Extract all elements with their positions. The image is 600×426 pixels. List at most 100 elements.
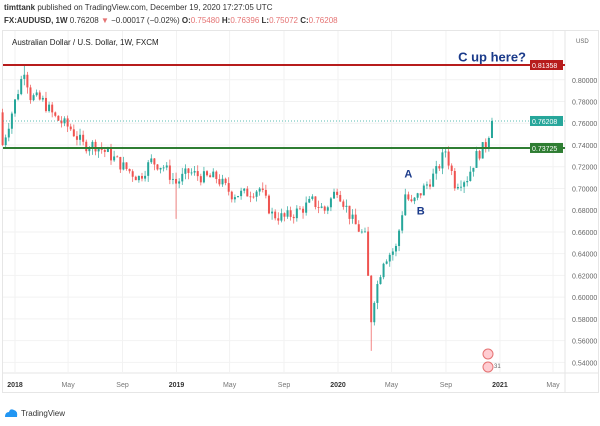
candle-body bbox=[26, 74, 29, 88]
candle-body bbox=[277, 218, 280, 221]
chart-frame[interactable] bbox=[2, 30, 599, 393]
candle-body bbox=[199, 176, 202, 183]
candle-body bbox=[444, 151, 447, 153]
candle-body bbox=[1, 112, 4, 146]
candle-body bbox=[224, 178, 227, 184]
candle-body bbox=[190, 172, 193, 174]
candle-body bbox=[360, 231, 363, 233]
candle-body bbox=[271, 211, 274, 214]
candle-body bbox=[302, 208, 305, 213]
candle-body bbox=[202, 171, 205, 183]
candle-body bbox=[367, 231, 370, 276]
candle-body bbox=[63, 118, 66, 124]
candle-body bbox=[298, 208, 301, 210]
candle-body bbox=[119, 156, 122, 170]
candle-body bbox=[289, 210, 292, 217]
candle-body bbox=[456, 187, 459, 189]
x-tick-label: May bbox=[385, 382, 399, 389]
candle-body bbox=[416, 193, 419, 198]
candle-body bbox=[171, 178, 174, 180]
candle-body bbox=[382, 263, 385, 278]
candle-body bbox=[435, 166, 438, 174]
candle-body bbox=[487, 137, 490, 149]
candle-body bbox=[230, 191, 233, 200]
candle-body bbox=[14, 99, 16, 114]
candle-body bbox=[162, 167, 165, 169]
candle-body bbox=[401, 215, 404, 231]
change: −0.00017 (−0.02%) bbox=[111, 16, 180, 25]
candle-body bbox=[363, 231, 366, 233]
candle-body bbox=[4, 137, 7, 146]
y-tick-label: 0.56000 bbox=[572, 339, 597, 346]
open-value: 0.75480 bbox=[190, 16, 220, 25]
candle-body bbox=[264, 189, 267, 196]
candle-body bbox=[88, 148, 91, 152]
candle-body bbox=[311, 196, 314, 199]
candle-body bbox=[348, 205, 351, 219]
candle-body bbox=[131, 171, 134, 177]
event-flag-icon bbox=[482, 348, 494, 360]
candle-body bbox=[320, 206, 323, 208]
y-tick-label: 0.68000 bbox=[572, 208, 597, 215]
annotation-b: B bbox=[417, 206, 425, 218]
candle-body bbox=[193, 171, 196, 173]
candle-body bbox=[125, 162, 128, 169]
candle-body bbox=[376, 284, 379, 303]
candle-body bbox=[391, 251, 394, 255]
y-tick-label: 0.80000 bbox=[572, 78, 597, 85]
high-label: H: bbox=[221, 16, 231, 25]
candle-body bbox=[243, 188, 246, 191]
candle-body bbox=[181, 173, 184, 182]
y-tick-label: 0.74000 bbox=[572, 143, 597, 150]
candle-body bbox=[60, 120, 63, 124]
last-price-box bbox=[530, 115, 563, 126]
candle-body bbox=[32, 95, 35, 101]
candle-body bbox=[370, 275, 373, 323]
last-price: 0.76208 bbox=[69, 16, 99, 25]
candle-body bbox=[475, 151, 478, 168]
publisher-name[interactable]: timttank bbox=[4, 3, 36, 12]
open-label: O: bbox=[181, 16, 191, 25]
candle-body bbox=[72, 129, 75, 137]
close-label: C: bbox=[300, 16, 309, 25]
candle-body bbox=[147, 162, 150, 176]
candle-body bbox=[97, 147, 100, 152]
candle-body bbox=[137, 175, 140, 181]
candle-body bbox=[481, 142, 484, 159]
candle-body bbox=[472, 167, 475, 172]
candle-body bbox=[249, 196, 252, 198]
candle-body bbox=[122, 162, 125, 170]
candle-body bbox=[48, 104, 51, 112]
candle-body bbox=[165, 165, 168, 168]
y-tick-label: 0.66000 bbox=[572, 230, 597, 237]
candle-body bbox=[283, 213, 286, 217]
candle-body bbox=[373, 302, 376, 323]
candle-body bbox=[460, 186, 463, 188]
candle-body bbox=[212, 171, 215, 178]
candle-body bbox=[23, 74, 26, 79]
candle-body bbox=[79, 134, 82, 140]
candle-body bbox=[187, 168, 190, 173]
tradingview-logo[interactable]: TradingView bbox=[4, 408, 65, 418]
candle-body bbox=[280, 213, 283, 221]
candle-body bbox=[128, 168, 131, 172]
candle-body bbox=[66, 118, 69, 127]
candle-body bbox=[134, 176, 137, 181]
high-value: 0.76396 bbox=[230, 16, 260, 25]
candle-body bbox=[240, 190, 243, 197]
y-tick-label: 0.64000 bbox=[572, 252, 597, 259]
candle-body bbox=[453, 170, 456, 189]
candle-body bbox=[140, 175, 143, 179]
candle-body bbox=[209, 175, 212, 178]
candle-body bbox=[466, 180, 469, 183]
chart-title: Australian Dollar / U.S. Dollar, 1W, FXC… bbox=[12, 38, 159, 47]
ohlc-bar: FX:AUDUSD, 1W 0.76208 ▼ −0.00017 (−0.02%… bbox=[4, 16, 338, 25]
event-flag-icon bbox=[482, 361, 494, 373]
candle-body bbox=[44, 97, 47, 112]
candle-body bbox=[7, 128, 10, 138]
low-label: L: bbox=[261, 16, 270, 25]
candle-body bbox=[85, 141, 88, 152]
candle-body bbox=[57, 115, 60, 121]
candle-body bbox=[438, 166, 441, 169]
